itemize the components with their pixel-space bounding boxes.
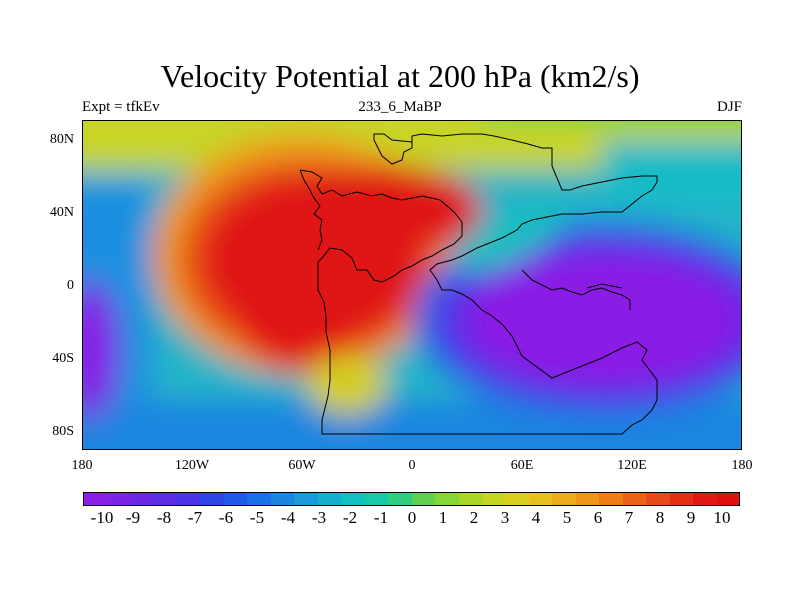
- y-tick-40s: 40S: [52, 351, 74, 366]
- colorbar-label: 4: [531, 508, 541, 527]
- colorbar-swatch: [646, 492, 670, 506]
- colorbar-label: -3: [311, 508, 327, 527]
- colorbar-frame: [83, 492, 740, 506]
- coastline-outline: [299, 133, 658, 435]
- velocity-potential-map: [82, 120, 742, 450]
- colorbar-swatch: [341, 492, 365, 506]
- colorbar-label: -8: [156, 508, 172, 527]
- x-tick-60e: 60E: [510, 458, 534, 473]
- colorbar-swatch: [223, 492, 248, 506]
- x-tick-0: 0: [408, 458, 416, 473]
- colorbar-label: 10: [713, 508, 731, 527]
- colorbar-swatch: [270, 492, 295, 506]
- colorbar-label: -10: [90, 508, 114, 527]
- colorbar-swatch: [411, 492, 436, 506]
- x-tick-180w: 180: [71, 458, 93, 473]
- colorbar-swatch: [317, 492, 342, 506]
- colorbar-label: 0: [407, 508, 417, 527]
- colorbar-swatch: [200, 492, 224, 506]
- experiment-label: Expt = tfkEv: [82, 99, 160, 115]
- colorbar-swatch: [693, 492, 717, 506]
- colorbar-swatch: [458, 492, 482, 506]
- colorbar-swatch: [528, 492, 553, 506]
- colorbar-swatch: [106, 492, 130, 506]
- plot-title: Velocity Potential at 200 hPa (km2/s): [160, 58, 640, 94]
- colorbar-label: 8: [655, 508, 665, 527]
- colorbar-swatch: [129, 492, 154, 506]
- colorbar-label: -2: [342, 508, 358, 527]
- colorbar-swatch: [388, 492, 412, 506]
- colorbar-label: 6: [593, 508, 603, 527]
- colorbar-swatch: [435, 492, 459, 506]
- colorbar-label: 3: [500, 508, 510, 527]
- colorbar-label: 2: [469, 508, 479, 527]
- colorbar-label: -5: [249, 508, 265, 527]
- colorbar-swatch: [481, 492, 506, 506]
- period-label: 233_6_MaBP: [358, 99, 442, 115]
- colorbar-swatch: [83, 492, 107, 506]
- colorbar-label: -1: [373, 508, 389, 527]
- colorbar-swatch: [247, 492, 271, 506]
- colorbar-label: 7: [624, 508, 634, 527]
- colorbar-label: -9: [125, 508, 141, 527]
- colorbar-swatch: [669, 492, 694, 506]
- colorbar-label: 9: [686, 508, 696, 527]
- colorbar-label: -6: [218, 508, 234, 527]
- colorbar: [83, 492, 741, 506]
- x-tick-120w: 120W: [174, 458, 210, 473]
- y-tick-0: 0: [67, 278, 74, 293]
- x-tick-60w: 60W: [288, 458, 316, 473]
- colorbar-label: -4: [280, 508, 296, 527]
- colorbar-swatch: [176, 492, 201, 506]
- colorbar-label: 1: [438, 508, 448, 527]
- colorbar-swatch: [599, 492, 623, 506]
- map-plot-area: [82, 120, 742, 450]
- colorbar-swatch: [552, 492, 576, 506]
- colorbar-swatch: [153, 492, 177, 506]
- y-tick-80s: 80S: [52, 424, 74, 439]
- colorbar-swatch: [364, 492, 389, 506]
- season-label: DJF: [716, 99, 742, 115]
- colorbar-swatch: [716, 492, 741, 506]
- colorbar-swatch: [505, 492, 529, 506]
- colorbar-swatch: [294, 492, 318, 506]
- y-tick-80n: 80N: [49, 132, 74, 147]
- x-tick-180e: 180: [731, 458, 753, 473]
- colorbar-label: -7: [187, 508, 203, 527]
- y-tick-40n: 40N: [49, 205, 74, 220]
- colorbar-label: 5: [562, 508, 572, 527]
- colorbar-swatch: [622, 492, 647, 506]
- colorbar-swatch: [575, 492, 600, 506]
- x-tick-120e: 120E: [617, 458, 647, 473]
